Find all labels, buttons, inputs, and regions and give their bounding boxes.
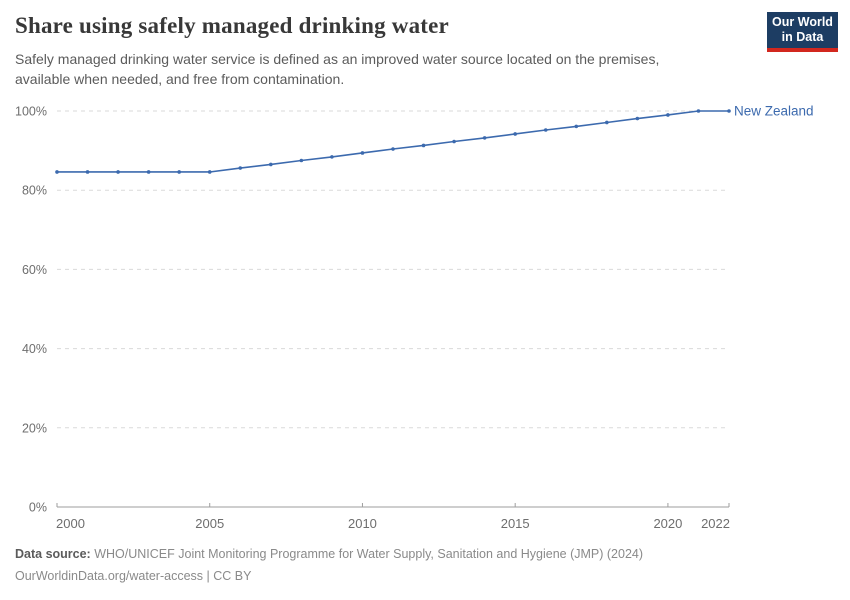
data-point-2022: [727, 109, 731, 113]
y-axis-label: 20%: [22, 421, 47, 435]
data-point-2015: [513, 132, 517, 136]
x-axis-label: 2005: [195, 516, 224, 531]
x-axis-label: 2022: [701, 516, 730, 531]
data-point-2009: [330, 155, 334, 159]
data-source-label: Data source:: [15, 547, 91, 561]
data-point-2017: [574, 124, 579, 129]
y-axis-label: 60%: [22, 263, 47, 277]
data-point-2002: [116, 170, 120, 174]
data-point-2010: [360, 151, 365, 155]
data-point-2008: [299, 158, 304, 163]
data-point-2021: [696, 109, 701, 113]
data-point-2020: [666, 113, 670, 117]
data-point-2011: [391, 147, 395, 151]
data-point-2001: [85, 170, 90, 174]
trend-line: [57, 110, 729, 173]
y-axis-label: 40%: [22, 342, 47, 356]
data-point-2006: [238, 166, 243, 170]
page-title: Share using safely managed drinking wate…: [15, 13, 449, 38]
owid-logo-line1: Our World: [772, 15, 833, 29]
x-axis-label: 2000: [56, 516, 85, 531]
data-point-2019: [635, 116, 640, 121]
data-point-2003: [146, 170, 151, 174]
footer-license-line: OurWorldinData.org/water-access | CC BY: [15, 568, 252, 583]
x-axis-label: 2020: [653, 516, 682, 531]
data-point-2005: [207, 170, 212, 174]
data-point-2016: [543, 128, 548, 132]
chart-subtitle: Safely managed drinking water service is…: [15, 51, 660, 87]
x-axis-label: 2015: [501, 516, 530, 531]
y-axis-label: 0%: [29, 501, 47, 515]
data-point-2013: [452, 139, 456, 144]
data-source-text: WHO/UNICEF Joint Monitoring Programme fo…: [94, 547, 644, 561]
y-axis-label: 100%: [15, 105, 47, 119]
owid-logo-line2: in Data: [781, 30, 824, 44]
data-point-2000: [55, 170, 59, 174]
data-point-2012: [421, 143, 426, 148]
data-point-2014: [482, 136, 487, 140]
owid-logo: Our World in Data: [767, 12, 838, 52]
x-axis-label: 2010: [348, 516, 377, 531]
line-chart: 0% 20% 40% 60% 80% 100% 2000 2005 2010 2015 2020 20…: [15, 104, 814, 532]
series-label: New Zealand: [734, 104, 814, 119]
data-point-2007: [269, 162, 273, 167]
data-point-2004: [177, 170, 181, 174]
chart-footer: Data source: WHO/UNICEF Joint Monitoring…: [15, 544, 643, 588]
y-axis-label: 80%: [22, 184, 47, 198]
data-point-2018: [605, 120, 609, 125]
